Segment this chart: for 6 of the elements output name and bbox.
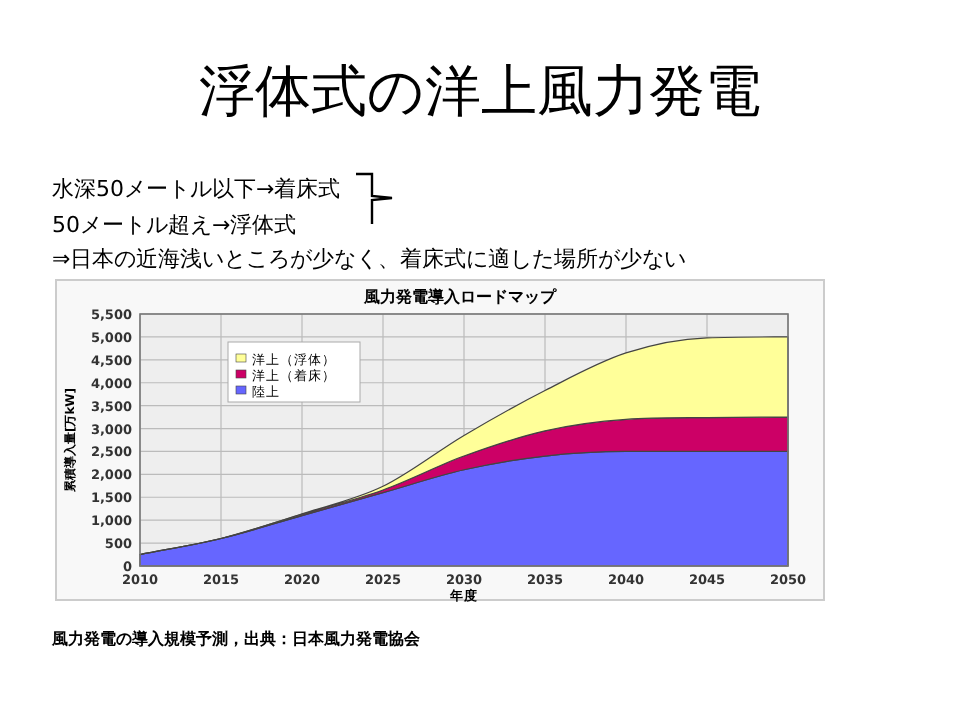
chart-title: 浮体式の洋上風力発電 bbox=[199, 58, 761, 124]
chart-subtitle: 風力発電導入ロードマップ bbox=[362, 288, 558, 306]
text: ⇒日本の近海浅いところが少なく、着床式に適した場所が少ない bbox=[52, 246, 687, 272]
text: 水深50メートル以下→着床式 bbox=[52, 176, 341, 202]
text: 50メートル超え→浮体式 bbox=[52, 212, 297, 238]
text: 風力発電の導入規模予測，出典：日本風力発電協会 bbox=[50, 630, 422, 648]
